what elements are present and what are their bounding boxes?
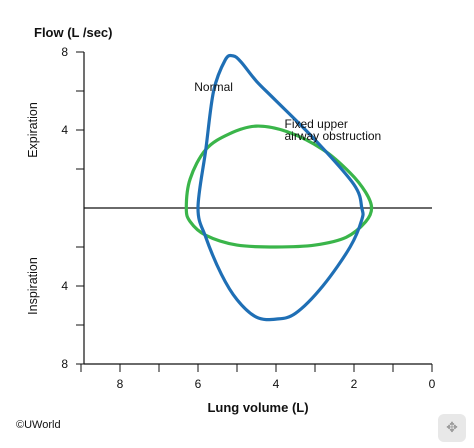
annotation-label: airway obstruction: [285, 129, 382, 143]
annotation-label: Fixed upper: [285, 117, 348, 131]
annotation-label: Normal: [194, 80, 233, 94]
expiration-label: Expiration: [26, 102, 40, 158]
y-tick-label: 8: [61, 357, 68, 371]
x-tick-label: 6: [195, 377, 202, 391]
x-axis-title: Lung volume (L): [207, 400, 308, 415]
x-tick-label: 4: [273, 377, 280, 391]
normal-curve: [196, 53, 365, 322]
move-arrows-icon[interactable]: ✥: [438, 414, 466, 442]
y-tick-label: 8: [61, 45, 68, 59]
copyright-text: ©UWorld: [16, 419, 61, 431]
y-tick-label: 4: [61, 279, 68, 293]
axis-ticks: 8 6 4 2 0 8 4 4 8: [61, 45, 435, 391]
fixed-obstruction-curve: [184, 124, 374, 249]
inspiration-label: Inspiration: [26, 257, 40, 315]
x-tick-label: 0: [429, 377, 436, 391]
x-tick-label: 2: [351, 377, 358, 391]
y-tick-label: 4: [61, 123, 68, 137]
x-tick-label: 8: [117, 377, 124, 391]
y-axis-title: Flow (L /sec): [34, 25, 113, 40]
